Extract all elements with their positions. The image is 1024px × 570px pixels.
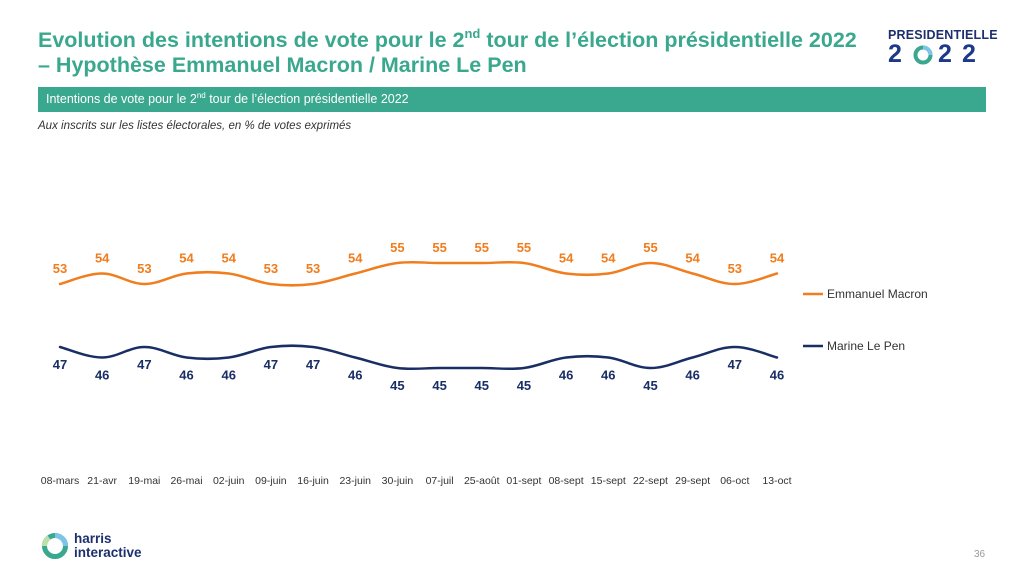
lepen-data-label: 46 xyxy=(179,368,193,383)
logo-year: 2 2 2 xyxy=(886,40,986,70)
presidentielle-2022-logo: PRESIDENTIELLE 2 2 2 xyxy=(886,26,998,70)
macron-series-line xyxy=(58,260,779,287)
page-title: Evolution des intentions de vote pour le… xyxy=(38,25,878,78)
title-superscript: nd xyxy=(464,25,481,41)
lepen-legend-label: Marine Le Pen xyxy=(827,339,905,353)
banner-part2: tour de l’élection présidentielle 2022 xyxy=(205,92,409,106)
banner-part1: Intentions de vote pour le 2 xyxy=(46,92,197,106)
macron-data-label: 55 xyxy=(432,240,446,255)
x-tick-label: 19-mai xyxy=(128,475,160,487)
macron-legend-label: Emmanuel Macron xyxy=(827,287,928,301)
lepen-data-label: 45 xyxy=(643,378,657,393)
lepen-data-label: 46 xyxy=(685,368,699,383)
lepen-data-label: 46 xyxy=(221,368,235,383)
x-tick-label: 23-juin xyxy=(339,475,371,487)
lepen-data-label: 46 xyxy=(770,368,784,383)
macron-data-label: 54 xyxy=(221,251,236,266)
section-banner: Intentions de vote pour le 2nd tour de l… xyxy=(38,87,986,112)
chart-subtitle: Aux inscrits sur les listes électorales,… xyxy=(38,120,352,132)
macron-data-label: 53 xyxy=(728,261,742,276)
lepen-data-label: 47 xyxy=(53,357,67,372)
macron-data-label: 53 xyxy=(137,261,151,276)
x-tick-label: 09-juin xyxy=(255,475,287,487)
macron-data-label: 53 xyxy=(264,261,278,276)
macron-data-label: 54 xyxy=(601,251,616,266)
x-tick-label: 15-sept xyxy=(591,475,626,487)
x-tick-label: 16-juin xyxy=(297,475,329,487)
lepen-data-label: 47 xyxy=(137,357,151,372)
lepen-data-label: 45 xyxy=(432,378,446,393)
x-tick-label: 25-août xyxy=(464,475,500,487)
x-tick-label: 13-oct xyxy=(762,475,791,487)
brand-line2: interactive xyxy=(74,545,142,560)
x-tick-label: 06-oct xyxy=(720,475,749,487)
macron-data-label: 54 xyxy=(179,251,194,266)
x-tick-label: 08-sept xyxy=(549,475,584,487)
macron-data-label: 53 xyxy=(306,261,320,276)
lepen-data-label: 46 xyxy=(348,368,362,383)
lepen-data-label: 47 xyxy=(728,357,742,372)
macron-data-label: 53 xyxy=(53,261,67,276)
x-tick-label: 29-sept xyxy=(675,475,710,487)
x-tick-label: 02-juin xyxy=(213,475,245,487)
harris-interactive-logo: harris interactive xyxy=(40,529,190,563)
macron-data-label: 54 xyxy=(559,251,574,266)
macron-data-label: 55 xyxy=(643,240,657,255)
macron-data-label: 55 xyxy=(390,240,404,255)
lepen-data-label: 46 xyxy=(601,368,615,383)
macron-data-label: 55 xyxy=(475,240,489,255)
title-line2: – Hypothèse Emmanuel Macron / Marine Le … xyxy=(38,53,527,77)
brand-line1: harris xyxy=(74,531,112,546)
lepen-data-label: 47 xyxy=(306,357,320,372)
macron-data-label: 55 xyxy=(517,240,531,255)
title-part1: Evolution des intentions de vote pour le… xyxy=(38,28,465,52)
lepen-data-label: 45 xyxy=(475,378,489,393)
x-tick-label: 07-juil xyxy=(426,475,454,487)
lepen-data-label: 47 xyxy=(264,357,278,372)
logo-digit-4: 2 xyxy=(962,40,976,68)
lepen-data-label: 46 xyxy=(95,368,109,383)
logo-ring-icon xyxy=(913,45,933,65)
banner-superscript: nd xyxy=(196,90,206,100)
harris-ring-icon xyxy=(42,533,68,559)
title-part2: tour de l’élection présidentielle 2022 xyxy=(480,28,857,52)
macron-data-label: 54 xyxy=(95,251,110,266)
lepen-data-label: 45 xyxy=(517,378,531,393)
macron-data-label: 54 xyxy=(770,251,785,266)
macron-data-label: 54 xyxy=(685,251,700,266)
x-tick-label: 08-mars xyxy=(41,475,80,487)
macron-data-label: 54 xyxy=(348,251,363,266)
logo-digit-1: 2 xyxy=(888,40,902,68)
logo-digit-3: 2 xyxy=(938,40,952,68)
x-tick-label: 30-juin xyxy=(382,475,414,487)
logo-label: PRESIDENTIELLE xyxy=(888,28,998,42)
lepen-series-line xyxy=(58,344,779,371)
x-tick-label: 22-sept xyxy=(633,475,668,487)
lepen-data-label: 46 xyxy=(559,368,573,383)
page-number: 36 xyxy=(974,549,986,560)
lepen-data-label: 45 xyxy=(390,378,404,393)
x-tick-label: 26-mai xyxy=(170,475,202,487)
x-tick-label: 01-sept xyxy=(506,475,541,487)
x-tick-label: 21-avr xyxy=(87,475,117,487)
